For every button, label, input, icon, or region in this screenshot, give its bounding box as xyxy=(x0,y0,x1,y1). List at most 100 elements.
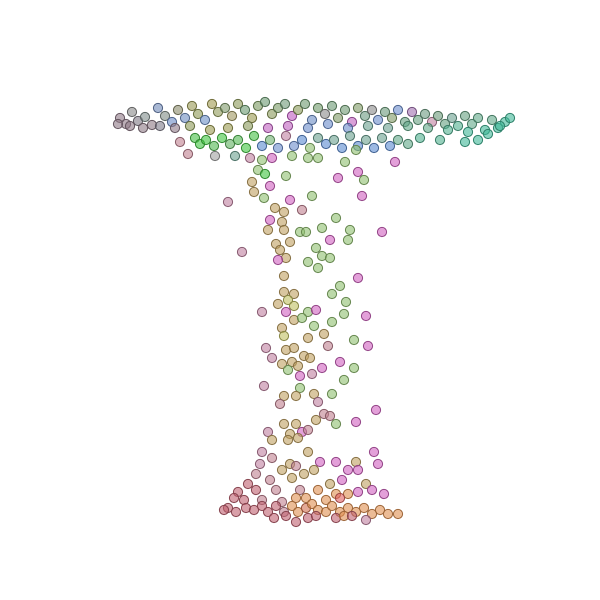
scatter-point xyxy=(376,132,388,144)
scatter-point xyxy=(310,242,322,254)
scatter-point xyxy=(392,134,404,146)
scatter-point xyxy=(288,300,300,312)
scatter-point xyxy=(209,150,221,162)
scatter-point xyxy=(266,452,278,464)
scatter-point xyxy=(229,150,241,162)
scatter-point xyxy=(137,122,149,134)
scatter-point xyxy=(320,494,332,506)
scatter-point xyxy=(316,222,328,234)
scatter-point xyxy=(324,252,336,264)
scatter-point xyxy=(272,142,284,154)
scatter-point xyxy=(360,310,372,322)
scatter-point xyxy=(268,512,280,524)
scatter-point xyxy=(308,388,320,400)
scatter-point xyxy=(334,356,346,368)
scatter-point xyxy=(356,190,368,202)
scatter-point xyxy=(336,142,348,154)
scatter-point xyxy=(376,226,388,238)
scatter-point xyxy=(248,130,260,142)
scatter-point xyxy=(182,148,194,160)
scatter-point xyxy=(302,424,314,436)
scatter-point xyxy=(152,102,164,114)
scatter-point xyxy=(296,134,308,146)
scatter-point xyxy=(462,126,474,138)
scatter-point xyxy=(312,396,324,408)
scatter-point xyxy=(256,306,268,318)
scatter-point xyxy=(348,334,360,346)
scatter-point xyxy=(310,414,322,426)
scatter-point xyxy=(298,468,310,480)
scatter-point xyxy=(278,390,290,402)
scatter-point xyxy=(414,132,426,144)
scatter-point xyxy=(362,120,374,132)
scatter-point xyxy=(200,134,212,146)
scatter-point xyxy=(250,468,262,480)
scatter-point xyxy=(290,460,302,472)
scatter-point xyxy=(372,114,384,126)
scatter-point xyxy=(304,142,316,154)
scatter-point xyxy=(216,132,228,144)
scatter-point xyxy=(256,446,268,458)
scatter-point xyxy=(382,508,394,520)
scatter-point xyxy=(278,270,290,282)
scatter-point xyxy=(282,120,294,132)
scatter-point xyxy=(324,410,336,422)
scatter-point xyxy=(274,398,286,410)
scatter-point xyxy=(262,426,274,438)
scatter-point xyxy=(278,330,290,342)
scatter-point xyxy=(248,186,260,198)
scatter-point xyxy=(338,308,350,320)
scatter-point xyxy=(259,96,271,108)
scatter-point xyxy=(319,108,331,120)
scatter-point xyxy=(206,98,218,110)
scatter-point xyxy=(392,508,404,520)
scatter-point xyxy=(382,122,394,134)
scatter-point xyxy=(419,108,431,120)
scatter-point xyxy=(276,464,288,476)
scatter-point xyxy=(360,514,372,526)
scatter-point xyxy=(302,332,314,344)
scatter-point xyxy=(326,500,338,512)
scatter-point xyxy=(126,106,138,118)
scatter-point xyxy=(366,508,378,520)
scatter-point xyxy=(179,112,191,124)
scatter-point xyxy=(339,156,351,168)
scatter-point xyxy=(308,320,320,332)
scatter-point xyxy=(278,224,290,236)
scatter-point xyxy=(358,174,370,186)
scatter-point xyxy=(294,382,306,394)
scatter-point xyxy=(384,140,396,152)
scatter-point xyxy=(306,190,318,202)
scatter-point xyxy=(264,214,276,226)
scatter-point xyxy=(312,484,324,496)
scatter-point xyxy=(328,134,340,146)
scatter-point xyxy=(222,196,234,208)
scatter-point xyxy=(472,134,484,146)
scatter-point xyxy=(366,484,378,496)
scatter-point xyxy=(290,516,302,528)
scatter-point xyxy=(360,134,372,146)
scatter-point xyxy=(199,114,211,126)
scatter-point xyxy=(278,418,290,430)
scatter-point xyxy=(330,418,342,430)
scatter-point xyxy=(296,204,308,216)
scatter-point xyxy=(494,120,506,132)
scatter-point xyxy=(374,504,386,516)
scatter-point xyxy=(300,226,312,238)
scatter-point xyxy=(312,132,324,144)
scatter-point xyxy=(299,98,311,110)
scatter-point xyxy=(259,168,271,180)
scatter-point xyxy=(352,464,364,476)
scatter-point xyxy=(302,152,314,164)
scatter-point xyxy=(294,370,306,382)
scatter-point xyxy=(359,110,371,122)
scatter-point xyxy=(406,106,418,118)
scatter-point xyxy=(174,136,186,148)
scatter-point xyxy=(256,154,268,166)
scatter-point xyxy=(250,484,262,496)
scatter-point xyxy=(482,128,494,140)
scatter-point xyxy=(254,458,266,470)
scatter-point xyxy=(248,504,260,516)
scatter-point xyxy=(258,192,270,204)
